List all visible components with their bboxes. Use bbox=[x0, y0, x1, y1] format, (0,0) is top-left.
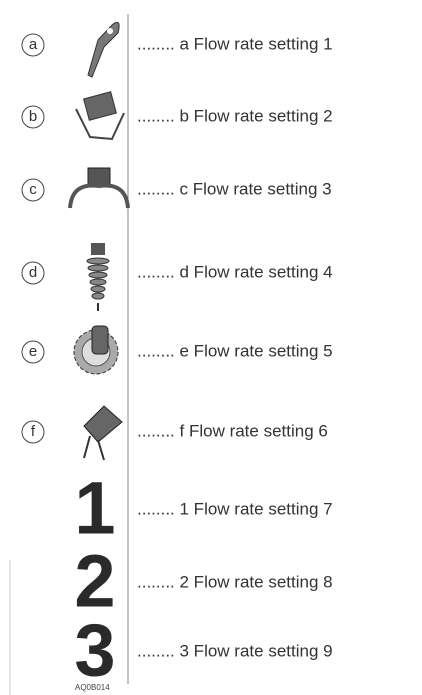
row: 2 ........ 2 Flow rate setting 8 bbox=[74, 540, 332, 623]
row: c ........ c Flow rate setting 3 bbox=[21, 167, 332, 209]
icon bbox=[83, 405, 123, 443]
row: d ........ d Flow rate setting 4 bbox=[21, 243, 333, 311]
row: e ........ e Flow rate setting 5 bbox=[21, 325, 333, 375]
entry: ........ a Flow rate setting 1 bbox=[137, 34, 333, 53]
icon bbox=[83, 435, 105, 461]
symbol: c bbox=[29, 181, 37, 198]
symbol: d bbox=[29, 264, 37, 281]
symbol-circle bbox=[21, 178, 45, 202]
icon bbox=[91, 325, 109, 355]
row: a ........ a Flow rate setting 1 bbox=[21, 21, 333, 78]
entry: ........ b Flow rate setting 2 bbox=[137, 106, 333, 125]
symbol: 2 bbox=[74, 540, 115, 623]
row: b ........ b Flow rate setting 2 bbox=[21, 91, 333, 141]
icon bbox=[90, 285, 106, 293]
row: f ........ f Flow rate setting 6 bbox=[21, 405, 328, 461]
entry: ........ f Flow rate setting 6 bbox=[137, 421, 328, 440]
entry: ........ d Flow rate setting 4 bbox=[137, 262, 333, 281]
icon bbox=[75, 108, 125, 141]
row: 1 ........ 1 Flow rate setting 7 bbox=[74, 467, 332, 550]
symbol-circle bbox=[21, 261, 45, 285]
row: 3 ........ 3 Flow rate setting 9 bbox=[74, 609, 332, 692]
icon bbox=[89, 278, 107, 286]
icon bbox=[87, 264, 109, 272]
icon bbox=[107, 28, 113, 34]
symbol: a bbox=[29, 36, 38, 53]
icon bbox=[88, 271, 108, 279]
symbol: b bbox=[29, 108, 37, 125]
icon bbox=[91, 243, 105, 255]
entry: ........ 1 Flow rate setting 7 bbox=[137, 499, 333, 518]
symbol-circle bbox=[21, 105, 45, 129]
icon bbox=[87, 21, 120, 78]
symbol-circle bbox=[21, 33, 45, 57]
entry: ........ 3 Flow rate setting 9 bbox=[137, 641, 333, 660]
icon bbox=[91, 292, 105, 300]
icon bbox=[86, 257, 110, 265]
icon bbox=[83, 91, 117, 121]
symbol: 1 bbox=[74, 467, 115, 550]
symbol-circle bbox=[21, 340, 45, 364]
entry: ........ c Flow rate setting 3 bbox=[137, 179, 332, 198]
symbol: 3 bbox=[74, 609, 115, 692]
figure-id: AQ0B014 bbox=[75, 683, 110, 692]
icon bbox=[68, 183, 130, 209]
symbol: e bbox=[29, 343, 37, 360]
entry: ........ e Flow rate setting 5 bbox=[137, 341, 333, 360]
icon bbox=[87, 167, 111, 187]
entry: ........ 2 Flow rate setting 8 bbox=[137, 572, 333, 591]
symbol: f bbox=[31, 423, 36, 440]
symbol-circle bbox=[21, 420, 45, 444]
